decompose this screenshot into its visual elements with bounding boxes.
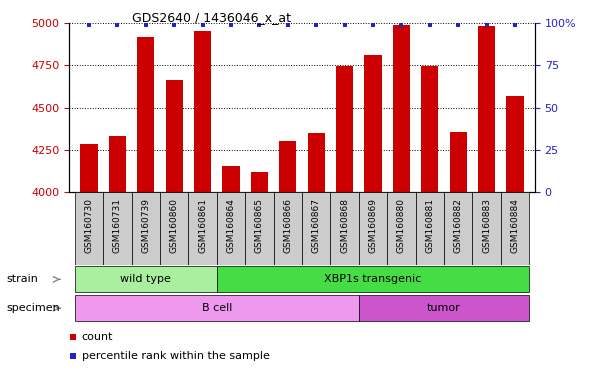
- Text: GSM160865: GSM160865: [255, 198, 264, 253]
- Bar: [132, 192, 160, 265]
- Bar: [81, 144, 97, 192]
- Bar: [421, 66, 438, 192]
- Bar: [444, 192, 472, 265]
- Text: GSM160731: GSM160731: [113, 198, 122, 253]
- Bar: [331, 192, 359, 265]
- Bar: [75, 266, 217, 292]
- Bar: [279, 141, 296, 192]
- Bar: [166, 81, 183, 192]
- Bar: [251, 172, 268, 192]
- Text: GSM160864: GSM160864: [227, 198, 236, 253]
- Bar: [359, 295, 529, 321]
- Bar: [217, 192, 245, 265]
- Bar: [336, 66, 353, 192]
- Bar: [188, 192, 217, 265]
- Text: strain: strain: [6, 274, 38, 285]
- Bar: [75, 295, 359, 321]
- Bar: [245, 192, 273, 265]
- Text: GSM160869: GSM160869: [368, 198, 377, 253]
- Bar: [501, 192, 529, 265]
- Bar: [194, 31, 211, 192]
- Text: GSM160861: GSM160861: [198, 198, 207, 253]
- Text: percentile rank within the sample: percentile rank within the sample: [82, 351, 270, 361]
- Bar: [393, 25, 410, 192]
- Text: GSM160880: GSM160880: [397, 198, 406, 253]
- Text: XBP1s transgenic: XBP1s transgenic: [325, 274, 422, 285]
- Text: GSM160884: GSM160884: [510, 198, 519, 253]
- Bar: [387, 192, 416, 265]
- Bar: [472, 192, 501, 265]
- Bar: [302, 192, 331, 265]
- Bar: [359, 192, 387, 265]
- Bar: [160, 192, 188, 265]
- Text: B cell: B cell: [201, 303, 232, 313]
- Text: GSM160882: GSM160882: [454, 198, 463, 253]
- Bar: [103, 192, 132, 265]
- Text: GSM160868: GSM160868: [340, 198, 349, 253]
- Text: tumor: tumor: [427, 303, 461, 313]
- Text: GSM160739: GSM160739: [141, 198, 150, 253]
- Bar: [273, 192, 302, 265]
- Bar: [416, 192, 444, 265]
- Bar: [478, 26, 495, 192]
- Text: GSM160883: GSM160883: [482, 198, 491, 253]
- Bar: [308, 133, 325, 192]
- Text: count: count: [82, 332, 113, 342]
- Text: GSM160867: GSM160867: [312, 198, 321, 253]
- Text: specimen: specimen: [6, 303, 59, 313]
- Text: GSM160730: GSM160730: [85, 198, 94, 253]
- Text: wild type: wild type: [120, 274, 171, 285]
- Bar: [109, 136, 126, 192]
- Bar: [222, 166, 240, 192]
- Text: GSM160860: GSM160860: [169, 198, 178, 253]
- Bar: [75, 192, 103, 265]
- Text: GSM160881: GSM160881: [426, 198, 435, 253]
- Text: GSM160866: GSM160866: [283, 198, 292, 253]
- Bar: [137, 36, 154, 192]
- Text: GDS2640 / 1436046_x_at: GDS2640 / 1436046_x_at: [132, 12, 291, 25]
- Bar: [507, 96, 523, 192]
- Bar: [364, 55, 382, 192]
- Bar: [217, 266, 529, 292]
- Bar: [450, 132, 467, 192]
